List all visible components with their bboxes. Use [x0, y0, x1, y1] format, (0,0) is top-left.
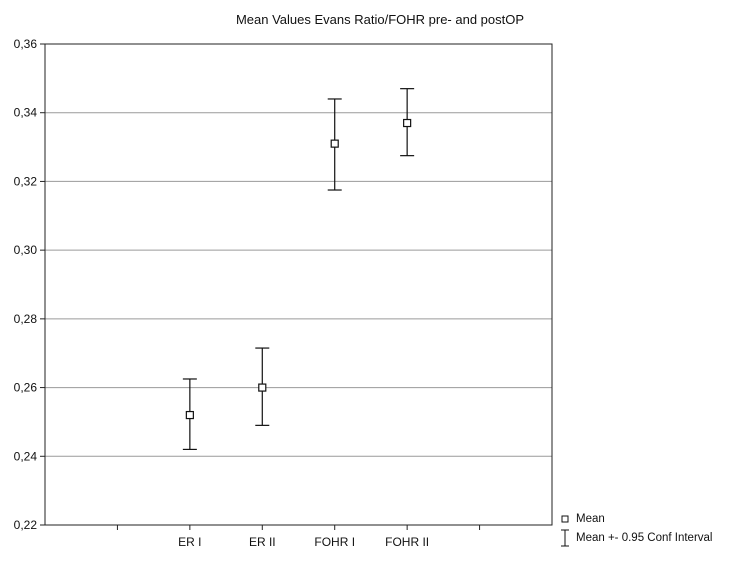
- x-tick-label: ER II: [249, 535, 276, 549]
- y-tick-label: 0,32: [14, 174, 38, 188]
- y-tick-label: 0,34: [14, 106, 38, 120]
- x-axis-ticks: ER I ER II FOHR I FOHR II: [116, 525, 481, 549]
- y-tick-label: 0,26: [14, 381, 38, 395]
- y-tick-label: 0,24: [14, 449, 38, 463]
- legend-mean-label: Mean: [576, 513, 605, 525]
- x-tick-label: FOHR I: [314, 535, 355, 549]
- legend-ci-label: Mean +- 0.95 Conf Interval: [576, 532, 712, 544]
- legend: Mean Mean +- 0.95 Conf Interval: [561, 513, 712, 547]
- y-tick-label: 0,30: [14, 243, 38, 257]
- chart-title: Mean Values Evans Ratio/FOHR pre- and po…: [236, 12, 524, 27]
- y-tick-label: 0,22: [14, 518, 38, 532]
- data-marks: [182, 88, 415, 451]
- error-bar-er-ii: [255, 347, 270, 426]
- error-bar-fohr-i: [327, 98, 342, 191]
- x-tick-label: ER I: [178, 535, 201, 549]
- error-bar-er-i: [182, 378, 197, 451]
- y-tick-label: 0,36: [14, 37, 38, 51]
- y-axis-ticks: 0,22 0,24 0,26 0,28 0,30 0,32 0,34 0,36: [14, 37, 45, 532]
- mean-point: [330, 139, 339, 148]
- legend-mean-marker: [561, 515, 569, 523]
- mean-point: [403, 118, 412, 128]
- error-bar-fohr-ii: [400, 88, 415, 157]
- legend-ci-marker: [561, 529, 569, 547]
- mean-point: [258, 383, 267, 392]
- y-tick-label: 0,28: [14, 312, 38, 326]
- plot-frame: [44, 43, 553, 526]
- mean-point: [185, 410, 194, 420]
- x-tick-label: FOHR II: [385, 535, 429, 549]
- gridlines: [45, 112, 552, 457]
